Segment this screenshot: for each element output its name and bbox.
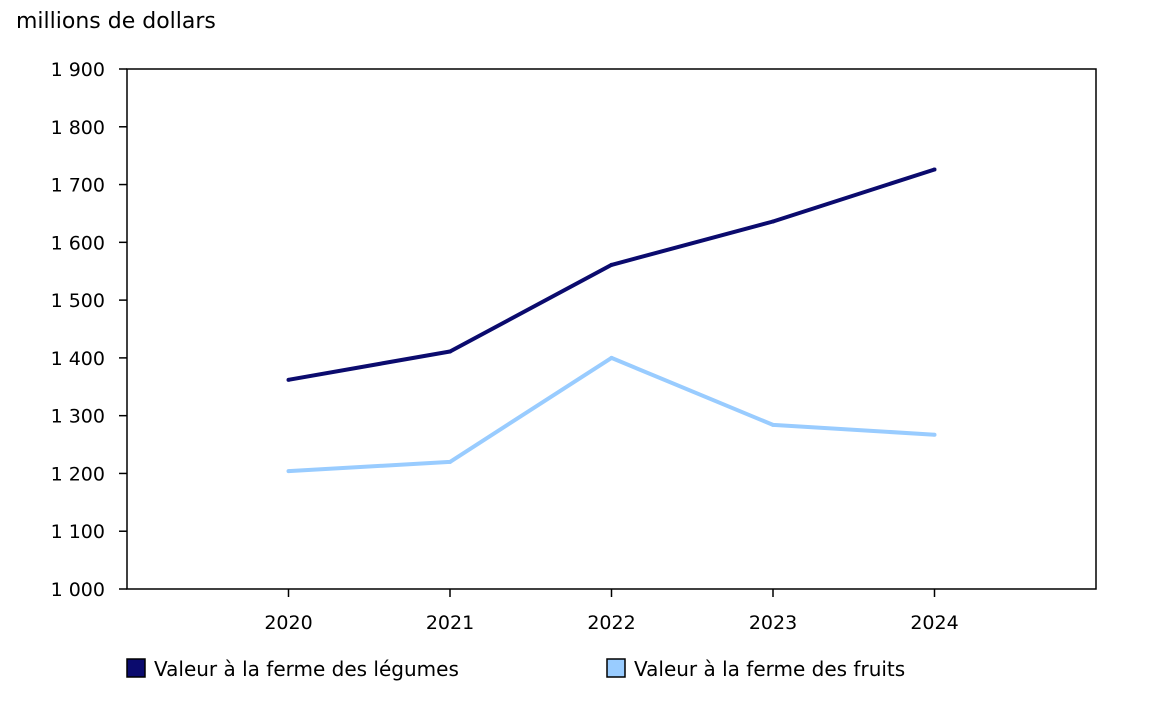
plot-area-frame — [126, 68, 1097, 590]
series-line-2 — [288, 355, 935, 474]
data-point — [448, 459, 452, 464]
x-tick-label: 2020 — [264, 612, 312, 634]
y-tick-label: 1 200 — [51, 463, 105, 485]
series-line-1 — [288, 167, 936, 382]
data-point — [771, 422, 775, 427]
y-tick-label: 1 500 — [51, 290, 105, 312]
legend-label: Valeur à la ferme des légumes — [154, 657, 459, 681]
y-axis: 1 000 1 100 1 200 1 300 1 400 1 500 1 600 1 700… — [51, 59, 127, 601]
x-tick-label: 2023 — [749, 612, 797, 634]
y-tick-label: 1 400 — [51, 348, 105, 370]
legend: Valeur à la ferme des légumes Valeur à la… — [126, 657, 905, 681]
y-tick-label: 1 600 — [51, 232, 105, 254]
data-point — [286, 377, 291, 382]
legend-swatch — [126, 658, 146, 678]
y-tick-label: 1 100 — [51, 521, 105, 543]
data-point — [286, 469, 291, 474]
y-tick-label: 1 000 — [51, 579, 105, 601]
series-lines — [286, 167, 937, 474]
y-axis-unit-label: millions de dollars — [16, 9, 216, 34]
data-point — [609, 355, 614, 360]
y-tick-label: 1 900 — [51, 59, 105, 81]
x-tick-label: 2022 — [587, 612, 635, 634]
y-tick-label: 1 700 — [51, 175, 105, 197]
x-tick-label: 2021 — [426, 612, 474, 634]
legend-label: Valeur à la ferme des fruits — [634, 657, 905, 681]
y-tick-label: 1 800 — [51, 117, 105, 139]
data-point — [771, 219, 775, 224]
legend-swatch — [606, 658, 626, 678]
data-point — [609, 262, 614, 267]
x-tick-label: 2024 — [910, 612, 958, 634]
x-axis: 2020 2021 2022 2023 2024 — [264, 589, 959, 634]
data-point — [932, 167, 937, 172]
data-point — [448, 349, 452, 354]
y-tick-label: 1 300 — [51, 406, 105, 428]
data-point — [932, 432, 937, 437]
